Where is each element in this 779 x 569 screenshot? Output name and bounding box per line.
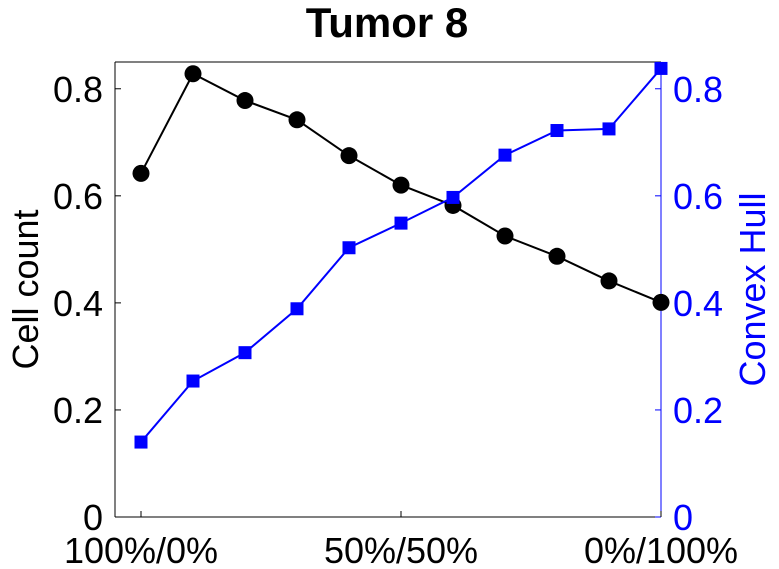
data-point-square (238, 346, 252, 360)
y-left-tick-label: 0 (83, 497, 103, 538)
data-point-circle (184, 65, 202, 83)
data-point-circle (496, 227, 514, 245)
data-point-square (654, 61, 668, 75)
y-axis-left-label: Cell count (5, 209, 46, 369)
y-right-tick-label: 0.4 (673, 283, 723, 324)
data-point-circle (392, 176, 410, 194)
data-point-circle (288, 111, 306, 129)
data-point-circle (548, 247, 566, 265)
series-line-1 (140, 67, 662, 443)
x-tick-label: 50%/50% (324, 530, 478, 569)
data-point-square (446, 190, 460, 204)
chart-title: Tumor 8 (306, 0, 469, 46)
data-point-square (186, 374, 200, 388)
y-right-tick-label: 0 (673, 497, 693, 538)
data-point-circle (600, 272, 618, 290)
y-left-tick-label: 0.4 (53, 283, 103, 324)
axes: 0 0.2 0.4 0.6 0.8 0 0.2 0.4 0.6 0.8 100%/0% 50%/50%… (53, 61, 738, 569)
y-right-tick-label: 0.2 (673, 390, 723, 431)
y-left-tick-label: 0.6 (53, 176, 103, 217)
data-point-square (290, 302, 304, 316)
data-point-square (498, 148, 512, 162)
y-right-tick-label: 0.8 (673, 69, 723, 110)
x-tick-label: 0%/100% (584, 530, 738, 569)
data-point-circle (132, 164, 150, 182)
data-point-square (134, 435, 148, 449)
data-point-circle (236, 92, 254, 110)
x-tick-label: 100%/0% (64, 530, 218, 569)
y-left-tick-label: 0.8 (53, 69, 103, 110)
data-point-circle (652, 293, 670, 311)
data-point-square (394, 216, 408, 230)
data-point-square (550, 124, 564, 138)
y-right-tick-label: 0.6 (673, 176, 723, 217)
data-point-square (602, 122, 616, 136)
y-axis-right-label: Convex Hull (732, 192, 773, 386)
y-left-tick-label: 0.2 (53, 390, 103, 431)
data-point-square (342, 241, 356, 255)
series-layer (132, 61, 670, 449)
data-point-circle (340, 147, 358, 165)
